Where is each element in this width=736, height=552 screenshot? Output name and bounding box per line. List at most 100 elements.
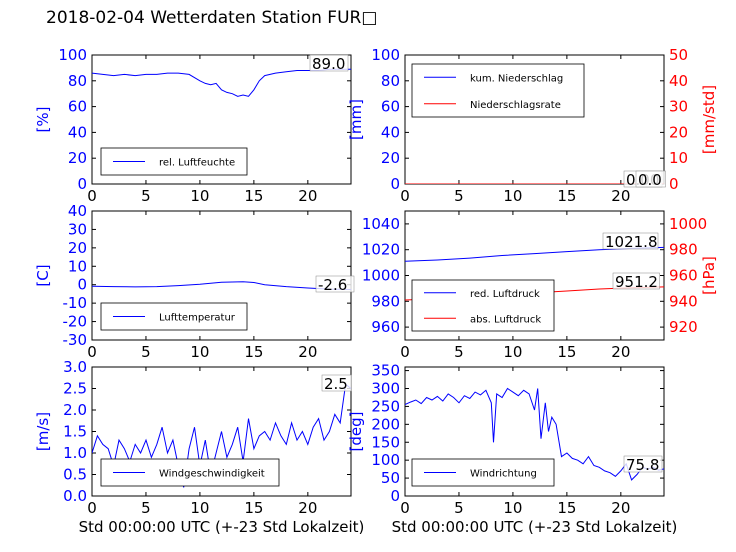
y-tick-label: 1000: [362, 267, 400, 285]
y-tick-label: 1020: [362, 241, 400, 259]
y-tick-label: 0: [390, 175, 400, 193]
value-label-box: [602, 232, 659, 250]
legend-entry: Windgeschwindigkeit: [159, 469, 265, 480]
y-tick-label: 980: [371, 292, 400, 310]
legend-box: [411, 279, 555, 332]
y2-tick-label: 10: [669, 149, 688, 167]
y2-tick-label: 980: [669, 241, 698, 259]
series-line-windspeed-0: [92, 383, 351, 488]
y-axis-label: [mm]: [347, 99, 365, 140]
y2-tick-label: 1000: [669, 215, 707, 233]
y-tick-label: 80: [381, 72, 400, 90]
y-tick-label: 80: [68, 72, 87, 90]
y-tick-label: 2.0: [63, 401, 87, 419]
x-tick-label: 15: [244, 343, 263, 361]
x-tick-label: 10: [190, 343, 209, 361]
x-tick-label: 20: [611, 499, 630, 517]
legend-entry: kum. Niederschlag: [470, 73, 563, 84]
x-tick-label: 10: [503, 187, 522, 205]
axes-frame: [404, 366, 665, 497]
y-tick-label: 100: [371, 451, 400, 469]
x-tick-label: 15: [557, 343, 576, 361]
x-tick-label: 15: [244, 187, 263, 205]
y-tick-label: 300: [371, 380, 400, 398]
y-tick-label: 0: [77, 175, 87, 193]
x-tick-label: 5: [141, 343, 151, 361]
y2-axis-label: [mm/std]: [700, 85, 718, 154]
y-tick-label: 1040: [362, 215, 400, 233]
y2-axis-label: [hPa]: [700, 256, 718, 295]
y-tick-label: -10: [63, 294, 88, 312]
value-label-box: [635, 170, 666, 188]
legend-entry: red. Luftdruck: [470, 289, 540, 300]
y2-tick-label: 920: [669, 318, 698, 336]
y-tick-label: 60: [68, 98, 87, 116]
x-tick-label: 20: [298, 343, 317, 361]
y-tick-label: 40: [381, 123, 400, 141]
y-tick-label: 350: [371, 362, 400, 380]
x-tick-label: 0: [87, 187, 97, 205]
legend-entry: rel. Luftfeuchte: [159, 158, 235, 169]
x-tick-label: 5: [454, 343, 464, 361]
legend-entry: Lufttemperatur: [159, 313, 236, 324]
x-tick-label: 10: [190, 499, 209, 517]
y-tick-label: 40: [68, 123, 87, 141]
value-label: 89.0: [312, 55, 345, 73]
legend-entry: Windrichtung: [470, 469, 537, 480]
y-tick-label: 150: [371, 433, 400, 451]
x-tick-label: 15: [557, 499, 576, 517]
x-tick-label: 10: [190, 187, 209, 205]
legend-entry: abs. Luftdruck: [470, 314, 541, 325]
y2-tick-label: 0: [669, 175, 679, 193]
panel-pressure: 0 5 10 15 20 960 980 1000 1020 1040 920 940 960 980 10…: [362, 210, 718, 361]
x-tick-label: 5: [141, 499, 151, 517]
y-tick-label: 100: [58, 46, 87, 64]
y2-tick-label: 50: [669, 46, 688, 64]
y-axis-label: [C]: [34, 264, 52, 286]
value-label: 2.5: [324, 375, 348, 393]
value-label-box: [315, 275, 355, 293]
legend-box: [100, 458, 280, 487]
y-axis-label: [deg]: [347, 412, 365, 452]
series-line-humidity-0: [92, 68, 351, 97]
x-tick-label: 20: [298, 187, 317, 205]
y2-tick-label: 20: [669, 123, 688, 141]
x-tick-label: 0: [87, 499, 97, 517]
y-tick-label: 0.5: [63, 466, 87, 484]
y-axis-label: [m/s]: [34, 412, 52, 451]
x-tick-label: 0: [400, 343, 410, 361]
x-tick-label: 10: [503, 499, 522, 517]
x-tick-label: 20: [611, 343, 630, 361]
y-tick-label: 0: [390, 487, 400, 505]
x-tick-label: 20: [298, 499, 317, 517]
y-tick-label: 60: [381, 98, 400, 116]
y-tick-label: -30: [63, 331, 88, 349]
y-tick-label: 20: [68, 239, 87, 257]
y-tick-label: 250: [371, 397, 400, 415]
x-tick-label: 0: [400, 187, 410, 205]
y-tick-label: 10: [68, 257, 87, 275]
y-tick-label: 200: [371, 415, 400, 433]
y-tick-label: 20: [68, 149, 87, 167]
y-tick-label: 0.0: [63, 487, 87, 505]
y-tick-label: 1.5: [63, 423, 87, 441]
axes-frame: [91, 54, 352, 185]
y-tick-label: 960: [371, 318, 400, 336]
panel-precipitation: 0 5 10 15 20 0 20 40 60 80 100 0 10 20 30 40 50 [mm] [mm/s…: [347, 46, 718, 205]
y-tick-label: 0: [77, 276, 87, 294]
x-axis-label: Std 00:00:00 UTC (+-23 Std Lokalzeit): [392, 518, 678, 536]
y-tick-label: 40: [68, 202, 87, 220]
y2-tick-label: 30: [669, 98, 688, 116]
series-line-winddirection-0: [405, 387, 664, 481]
y-tick-label: 100: [371, 46, 400, 64]
y-tick-label: 1.0: [63, 444, 87, 462]
x-tick-label: 0: [87, 343, 97, 361]
panel-windspeed: 0 5 10 15 20 0.0 0.5 1.0 1.5 2.0 2.5 3.0 [m/s] Std 00…: [34, 358, 364, 536]
y-tick-label: 30: [68, 220, 87, 238]
x-tick-label: 15: [557, 187, 576, 205]
value-label-box: [321, 374, 352, 392]
x-tick-label: 5: [454, 499, 464, 517]
